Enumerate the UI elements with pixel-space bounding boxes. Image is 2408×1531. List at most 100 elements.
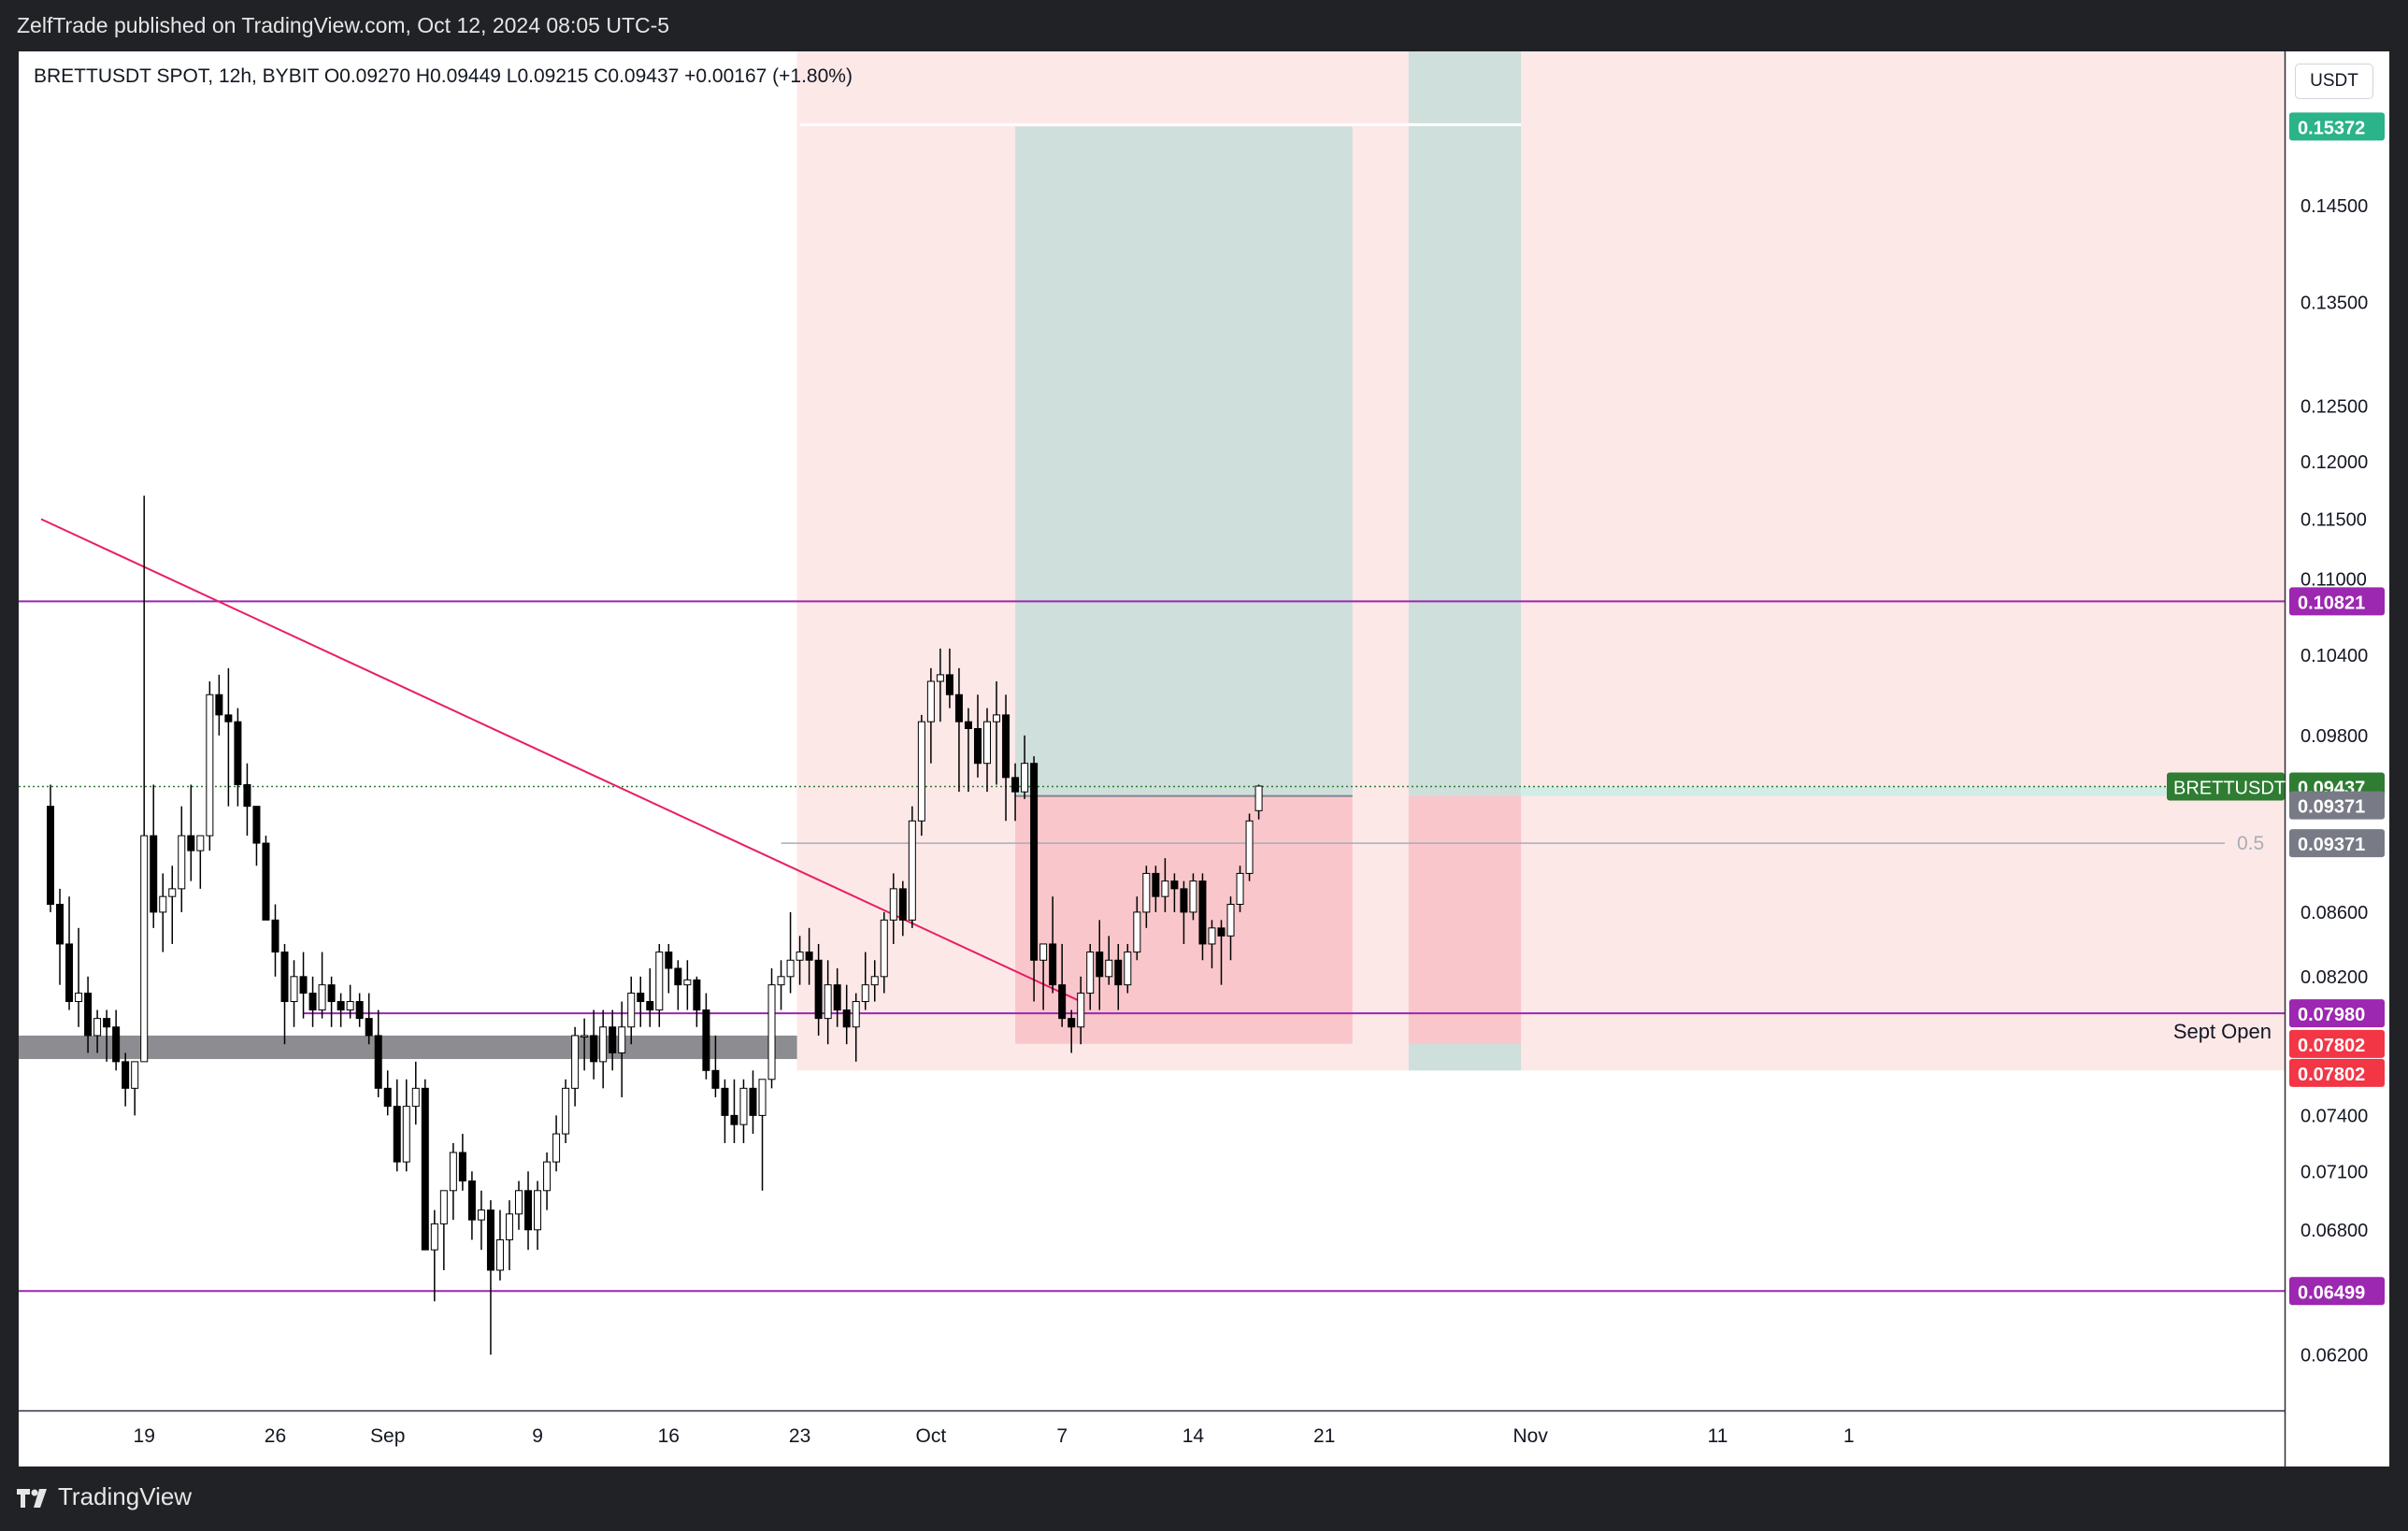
candle-body [65,943,74,1003]
candle-body [1208,927,1216,945]
stop-price-tag-2: 0.07802 [2298,1065,2365,1085]
candle-body [590,1035,598,1063]
candle-body [1124,952,1132,986]
candle-body [1105,959,1113,978]
y-tick-label: 0.06800 [2300,1221,2368,1241]
stop-price-tag-2-bg [2289,1058,2385,1087]
price-chart[interactable]: 0.5 Sept Open 0.06200 0.06800 0.07100 0.07400… [19,51,2389,1467]
candle-body [562,1087,570,1135]
candle-body [1096,952,1104,978]
candle-body [1198,880,1207,945]
candle-body [552,1133,561,1163]
candle-body [224,714,233,723]
chart-frame[interactable]: 0.5 Sept Open 0.06200 0.06800 0.07100 0.07400… [19,51,2389,1467]
candle-body [122,1061,130,1089]
target-zone [1015,126,1353,796]
candle-body [609,1026,617,1054]
candle-body [262,842,270,921]
candle-body [777,976,785,986]
candle-body [580,1035,589,1037]
candle-body [889,888,897,921]
candle-body [112,1026,121,1063]
tradingview-brand: TradingView [58,1482,193,1510]
candle-body [290,976,298,1003]
level-tag-lower: 0.06499 [2298,1282,2365,1303]
candle-body [243,783,251,808]
candle-body [486,1209,494,1271]
candle-body [880,919,888,978]
currency-button[interactable]: USDT [2295,64,2373,99]
candle-body [1152,872,1160,897]
candle-body [280,952,289,1003]
candle-body [449,1152,457,1192]
y-tick-label: 0.12000 [2300,452,2368,473]
candle-body [196,835,205,851]
candle-body [131,1061,139,1089]
x-tick-label: 21 [1313,1425,1335,1447]
candle-body [936,674,944,682]
x-tick-label: 26 [265,1425,286,1447]
stop-zone-far [1408,795,1522,1044]
candle-body [599,1026,608,1063]
candle-body [1068,1018,1076,1028]
candle-body [711,1069,720,1089]
candle-body [1254,785,1263,811]
x-tick-label: 1 [1843,1425,1855,1447]
candle-body [805,952,813,961]
candle-body [140,835,149,1063]
candle-body [1170,880,1179,890]
candle-body [983,721,991,765]
candle-body [524,1190,533,1231]
candle-body [327,984,336,1003]
candle-body [1217,927,1226,937]
candle-body [1030,763,1039,961]
candle-body [421,1087,429,1251]
candle-body [898,888,907,921]
y-tick-label: 0.13500 [2300,293,2368,313]
candle-body [842,1009,851,1028]
tradingview-logo[interactable]: TradingView [17,1482,192,1511]
target-price-tag: 0.15372 [2298,118,2365,138]
y-tick-label: 0.12500 [2300,397,2368,418]
candle-body [767,984,776,1080]
y-tick-label: 0.10400 [2300,646,2368,666]
candle-body [852,1001,860,1028]
candle-body [515,1190,523,1215]
level-tag-lower-bg [2289,1277,2385,1306]
candle-body [47,806,54,906]
candle-body [1058,984,1067,1020]
fib-half-label: 0.5 [2237,833,2264,854]
candle-body [383,1087,392,1108]
candle-body [870,976,879,986]
sept-open-label: Sept Open [2173,1020,2272,1043]
candle-body [814,959,823,1020]
stop-price-tag-bg [2289,1029,2385,1058]
entry-price-tag-bg [2289,791,2385,820]
candle-body [833,984,841,1011]
candle-body [1114,959,1123,986]
y-tick-label: 0.08200 [2300,967,2368,988]
candle-body [467,1180,476,1221]
candle-body [908,820,916,921]
candle-body [495,1238,504,1271]
candle-body [187,835,195,851]
candle-body [178,835,186,890]
support-zone [19,1035,797,1060]
candle-body [993,714,1001,723]
candle-body [271,919,280,953]
candle-body [973,727,982,765]
trend-line [40,518,1082,1003]
candle-body [637,993,645,1003]
candle-body [337,1001,345,1011]
candle-body [1245,820,1254,874]
candle-body [665,952,673,969]
candle-body [505,1213,513,1240]
candle-body [646,1001,654,1011]
candle-body [824,984,832,1020]
level-tag-mid: 0.07980 [2298,1005,2365,1025]
candle-body [458,1152,466,1182]
candle-body [627,993,636,1028]
candle-body [402,1106,410,1163]
half-price-tag-bg [2289,829,2385,858]
x-tick-label: Sep [370,1425,405,1447]
